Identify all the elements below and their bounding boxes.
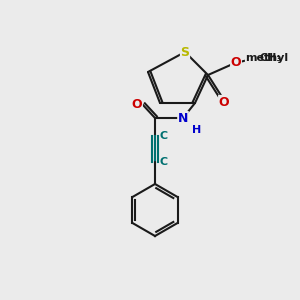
Text: C: C (160, 131, 168, 141)
Text: C: C (160, 157, 168, 167)
Text: methyl: methyl (245, 53, 289, 63)
Text: O: O (219, 95, 229, 109)
Text: S: S (181, 46, 190, 59)
Text: O: O (231, 56, 241, 68)
Text: N: N (178, 112, 188, 124)
Text: CH₃: CH₃ (260, 53, 282, 63)
Text: O: O (132, 98, 142, 112)
Text: H: H (192, 125, 202, 135)
